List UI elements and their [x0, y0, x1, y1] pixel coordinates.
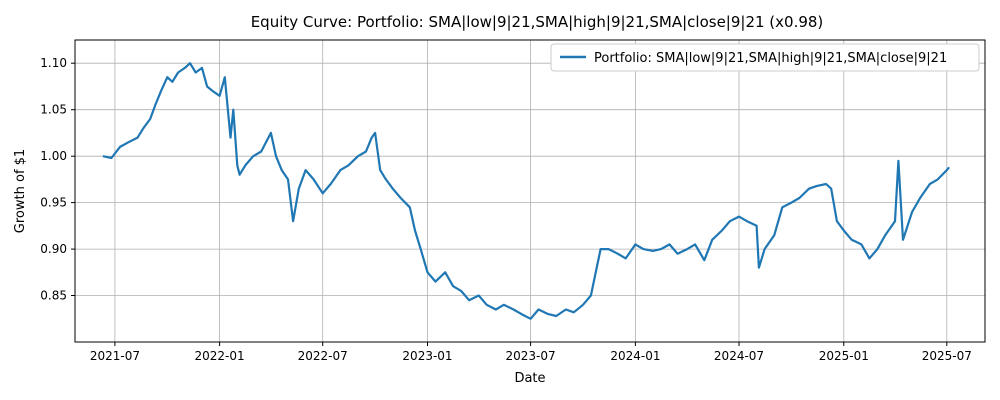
legend: Portfolio: SMA|low|9|21,SMA|high|9|21,SM… [550, 43, 980, 72]
x-tick-label: 2022-01 [195, 349, 245, 363]
x-tick-label: 2025-01 [819, 349, 869, 363]
y-tick-label: 1.10 [40, 56, 67, 70]
y-tick-label: 1.05 [40, 103, 67, 117]
y-axis: 0.85 0.90 0.95 1.00 1.05 1.10 [40, 56, 75, 303]
y-axis-label: Growth of $1 [13, 149, 28, 233]
y-tick-label: 0.95 [40, 196, 67, 210]
x-tick-label: 2025-07 [922, 349, 972, 363]
x-axis-label: Date [514, 371, 545, 386]
legend-box [550, 43, 980, 72]
x-tick-label: 2021-07 [90, 349, 140, 363]
chart-title: Equity Curve: Portfolio: SMA|low|9|21,SM… [251, 13, 824, 31]
x-tick-label: 2024-07 [714, 349, 764, 363]
grid [75, 40, 985, 342]
y-tick-label: 1.00 [40, 149, 67, 163]
plot-lines [102, 62, 950, 320]
y-tick-label: 0.85 [40, 289, 67, 303]
legend-label: Portfolio: SMA|low|9|21,SMA|high|9|21,SM… [594, 51, 947, 66]
equity-series-line [102, 62, 950, 320]
x-tick-label: 2022-07 [298, 349, 348, 363]
x-tick-label: 2024-01 [610, 349, 660, 363]
y-tick-label: 0.90 [40, 242, 67, 256]
plot-frame [74, 39, 986, 343]
x-axis: 2021-07 2022-01 2022-07 2023-01 2023-07 2024-… [90, 342, 972, 363]
x-tick-label: 2023-07 [506, 349, 556, 363]
x-tick-label: 2023-01 [402, 349, 452, 363]
